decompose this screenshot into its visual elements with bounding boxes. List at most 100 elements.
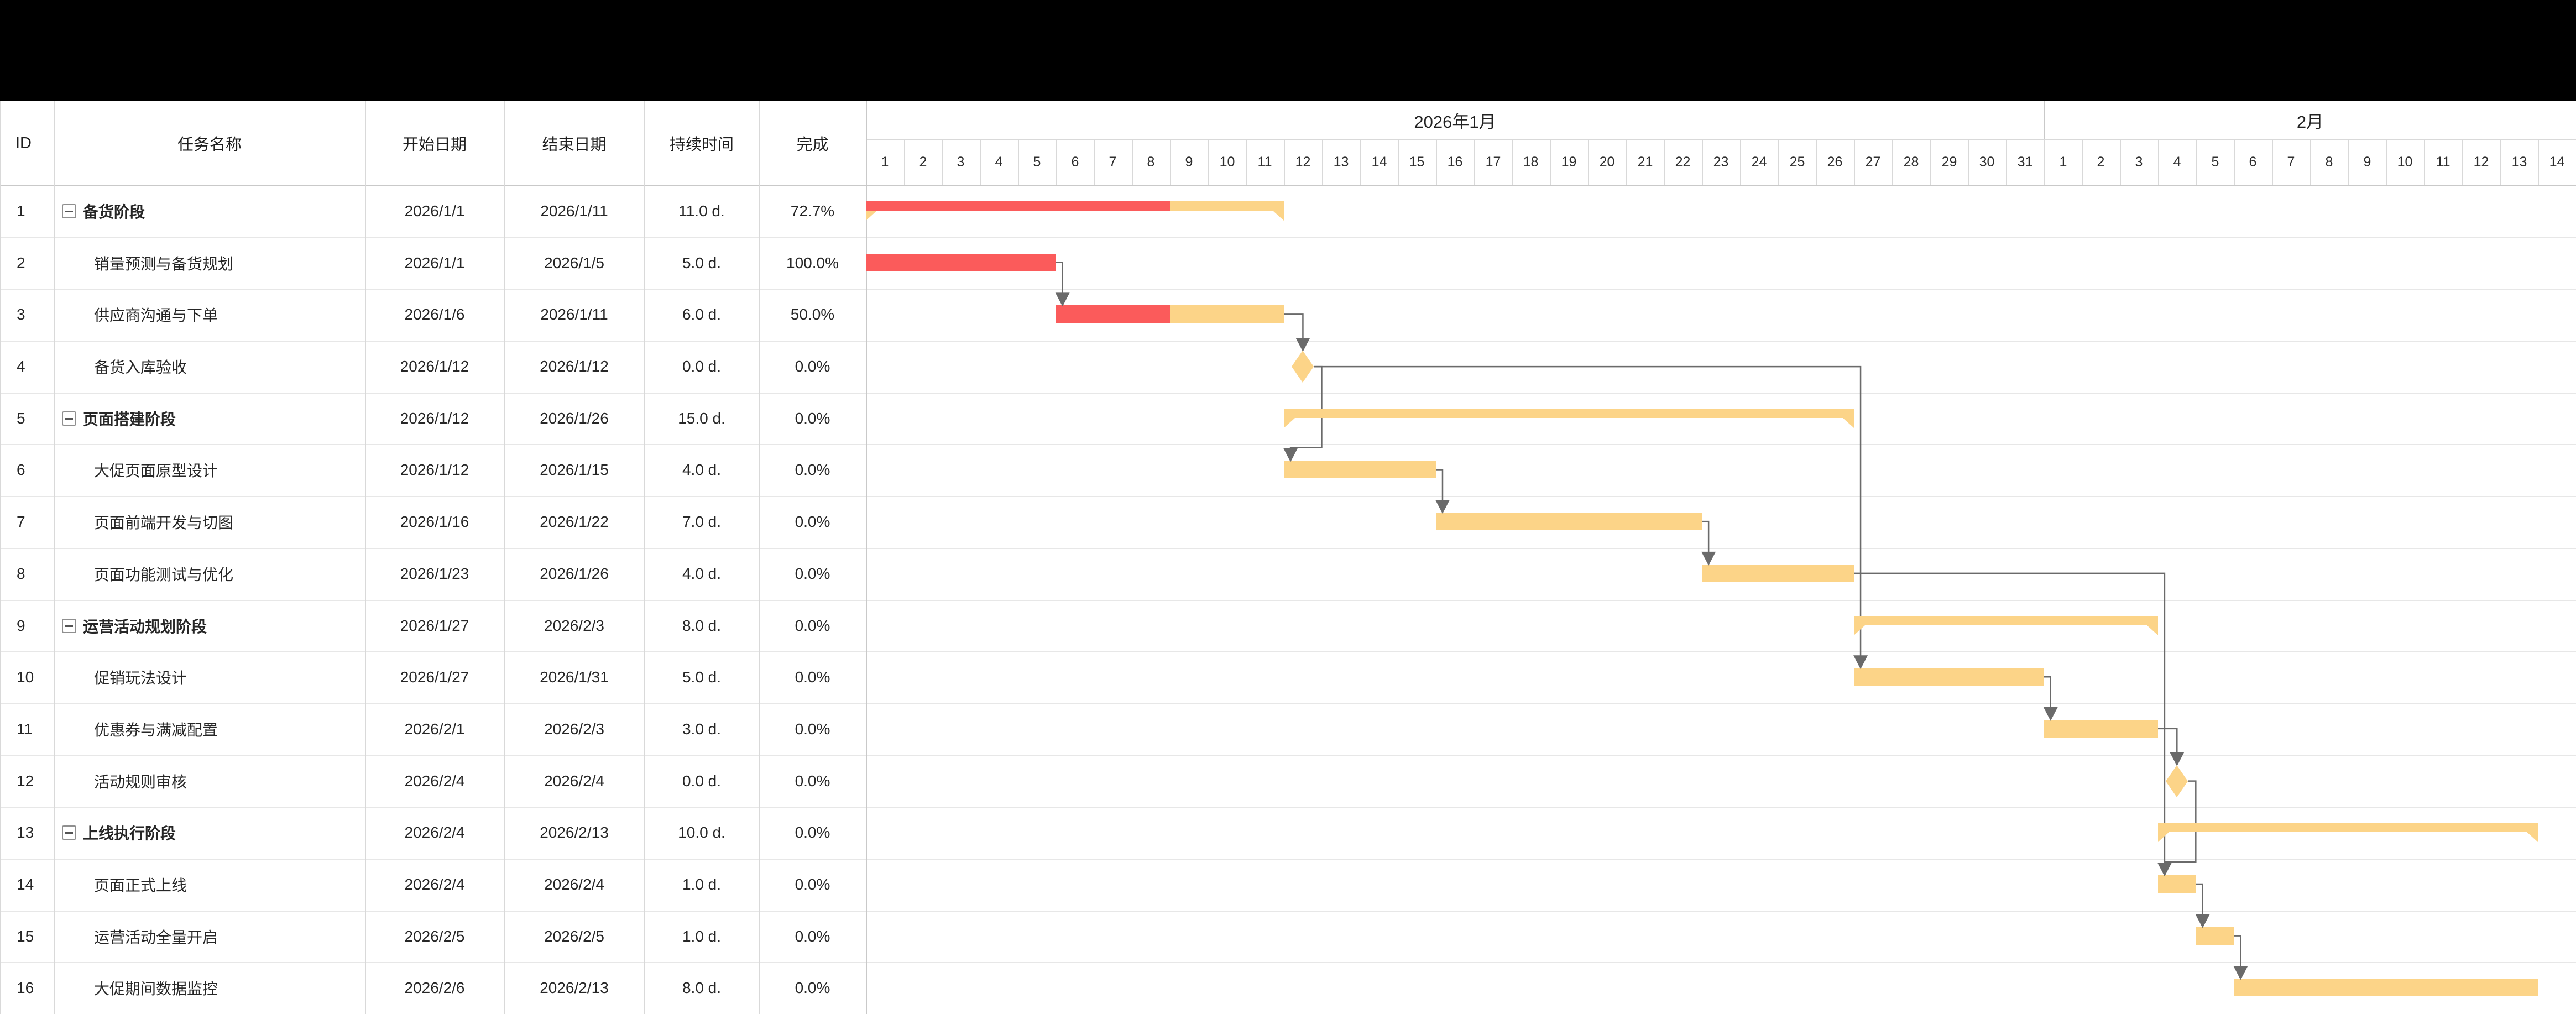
cell-duration[interactable]: 3.0 d.: [682, 720, 722, 738]
cell-start-date[interactable]: 2026/1/27: [400, 617, 469, 634]
cell-duration[interactable]: 8.0 d.: [682, 979, 722, 996]
cell-duration[interactable]: 0.0 d.: [682, 772, 722, 790]
cell-complete[interactable]: 0.0%: [795, 617, 830, 634]
task-bar[interactable]: [1284, 461, 1436, 478]
cell-end-date[interactable]: 2026/1/26: [540, 410, 609, 427]
cell-task-name[interactable]: 页面功能测试与优化: [54, 548, 405, 600]
collapse-icon[interactable]: [62, 204, 76, 218]
cell-start-date[interactable]: 2026/1/12: [400, 358, 469, 375]
cell-end-date[interactable]: 2026/2/3: [544, 720, 604, 738]
cell-duration[interactable]: 0.0 d.: [682, 358, 722, 375]
cell-complete[interactable]: 0.0%: [795, 358, 830, 375]
cell-task-name[interactable]: 运营活动规划阶段: [54, 600, 373, 652]
cell-complete[interactable]: 0.0%: [795, 513, 830, 530]
cell-complete[interactable]: 0.0%: [795, 461, 830, 478]
cell-end-date[interactable]: 2026/1/11: [540, 306, 608, 323]
cell-start-date[interactable]: 2026/2/4: [404, 876, 465, 893]
cell-duration[interactable]: 8.0 d.: [682, 617, 722, 634]
cell-end-date[interactable]: 2026/1/22: [540, 513, 609, 530]
cell-end-date[interactable]: 2026/1/26: [540, 565, 609, 582]
cell-end-date[interactable]: 2026/1/31: [540, 668, 609, 686]
cell-start-date[interactable]: 2026/1/12: [400, 410, 469, 427]
cell-complete[interactable]: 0.0%: [795, 668, 830, 686]
task-bar[interactable]: [2196, 927, 2234, 945]
cell-end-date[interactable]: 2026/2/4: [544, 772, 604, 790]
cell-start-date[interactable]: 2026/1/23: [400, 565, 469, 582]
cell-complete[interactable]: 0.0%: [795, 720, 830, 738]
cell-task-name[interactable]: 页面搭建阶段: [54, 393, 373, 445]
cell-end-date[interactable]: 2026/2/13: [540, 979, 609, 996]
cell-task-name[interactable]: 促销玩法设计: [54, 651, 405, 703]
cell-end-date[interactable]: 2026/1/5: [544, 254, 604, 271]
cell-complete[interactable]: 0.0%: [795, 410, 830, 427]
cell-duration[interactable]: 7.0 d.: [682, 513, 722, 530]
cell-complete[interactable]: 50.0%: [790, 306, 835, 323]
cell-task-name[interactable]: 备货阶段: [54, 185, 373, 237]
task-bar[interactable]: [1702, 565, 1854, 582]
cell-start-date[interactable]: 2026/2/4: [404, 772, 465, 790]
cell-duration[interactable]: 5.0 d.: [682, 668, 722, 686]
cell-start-date[interactable]: 2026/1/1: [404, 202, 465, 219]
cell-complete[interactable]: 0.0%: [795, 824, 830, 841]
cell-complete[interactable]: 0.0%: [795, 565, 830, 582]
cell-start-date[interactable]: 2026/2/4: [404, 824, 465, 841]
cell-duration[interactable]: 5.0 d.: [682, 254, 722, 271]
cell-complete[interactable]: 0.0%: [795, 979, 830, 996]
cell-task-name[interactable]: 运营活动全量开启: [54, 911, 405, 963]
summary-bar[interactable]: [1854, 616, 2158, 625]
cell-task-name[interactable]: 页面正式上线: [54, 859, 405, 911]
cell-complete[interactable]: 100.0%: [786, 254, 839, 271]
cell-start-date[interactable]: 2026/1/6: [404, 306, 465, 323]
task-bar[interactable]: [2234, 979, 2538, 996]
summary-bar[interactable]: [1284, 409, 1854, 418]
collapse-icon[interactable]: [62, 411, 76, 426]
cell-duration[interactable]: 4.0 d.: [682, 461, 722, 478]
cell-end-date[interactable]: 2026/2/13: [540, 824, 609, 841]
collapse-icon[interactable]: [62, 825, 76, 840]
cell-duration[interactable]: 15.0 d.: [678, 410, 725, 427]
cell-task-name[interactable]: 供应商沟通与下单: [54, 289, 405, 341]
column-grid-line: [365, 101, 366, 1014]
cell-complete[interactable]: 0.0%: [795, 876, 830, 893]
cell-duration[interactable]: 1.0 d.: [682, 928, 722, 945]
cell-start-date[interactable]: 2026/1/1: [404, 254, 465, 271]
cell-end-date[interactable]: 2026/1/15: [540, 461, 609, 478]
cell-duration[interactable]: 11.0 d.: [678, 202, 725, 219]
milestone-diamond[interactable]: [1292, 351, 1314, 383]
cell-start-date[interactable]: 2026/2/5: [404, 928, 465, 945]
collapse-icon[interactable]: [62, 619, 76, 633]
task-bar[interactable]: [2158, 875, 2196, 893]
cell-end-date[interactable]: 2026/1/12: [540, 358, 609, 375]
cell-end-date[interactable]: 2026/2/5: [544, 928, 604, 945]
milestone-diamond[interactable]: [2166, 765, 2188, 797]
cell-start-date[interactable]: 2026/1/27: [400, 668, 469, 686]
cell-start-date[interactable]: 2026/2/1: [404, 720, 465, 738]
cell-task-name[interactable]: 优惠券与满减配置: [54, 703, 405, 755]
cell-task-name[interactable]: 大促页面原型设计: [54, 444, 405, 496]
task-bar[interactable]: [1854, 668, 2044, 686]
cell-start-date[interactable]: 2026/1/12: [400, 461, 469, 478]
cell-duration[interactable]: 6.0 d.: [682, 306, 722, 323]
summary-bar[interactable]: [2158, 823, 2538, 832]
cell-task-name[interactable]: 备货入库验收: [54, 341, 405, 393]
minus-glyph: [65, 832, 73, 834]
cell-end-date[interactable]: 2026/2/4: [544, 876, 604, 893]
day-header-cell: 2: [2097, 154, 2105, 170]
cell-task-name[interactable]: 页面前端开发与切图: [54, 496, 405, 548]
cell-task-name[interactable]: 销量预测与备货规划: [54, 237, 405, 289]
cell-start-date[interactable]: 2026/2/6: [404, 979, 465, 996]
task-bar[interactable]: [1436, 513, 1702, 530]
cell-complete[interactable]: 0.0%: [795, 928, 830, 945]
cell-end-date[interactable]: 2026/1/11: [540, 202, 608, 219]
cell-duration[interactable]: 1.0 d.: [682, 876, 722, 893]
cell-task-name[interactable]: 活动规则审核: [54, 755, 405, 807]
cell-task-name[interactable]: 大促期间数据监控: [54, 962, 405, 1014]
cell-complete[interactable]: 0.0%: [795, 772, 830, 790]
cell-end-date[interactable]: 2026/2/3: [544, 617, 604, 634]
cell-task-name[interactable]: 上线执行阶段: [54, 807, 373, 859]
cell-complete[interactable]: 72.7%: [790, 202, 835, 219]
cell-duration[interactable]: 10.0 d.: [678, 824, 725, 841]
cell-duration[interactable]: 4.0 d.: [682, 565, 722, 582]
cell-start-date[interactable]: 2026/1/16: [400, 513, 469, 530]
task-bar[interactable]: [2044, 720, 2158, 738]
